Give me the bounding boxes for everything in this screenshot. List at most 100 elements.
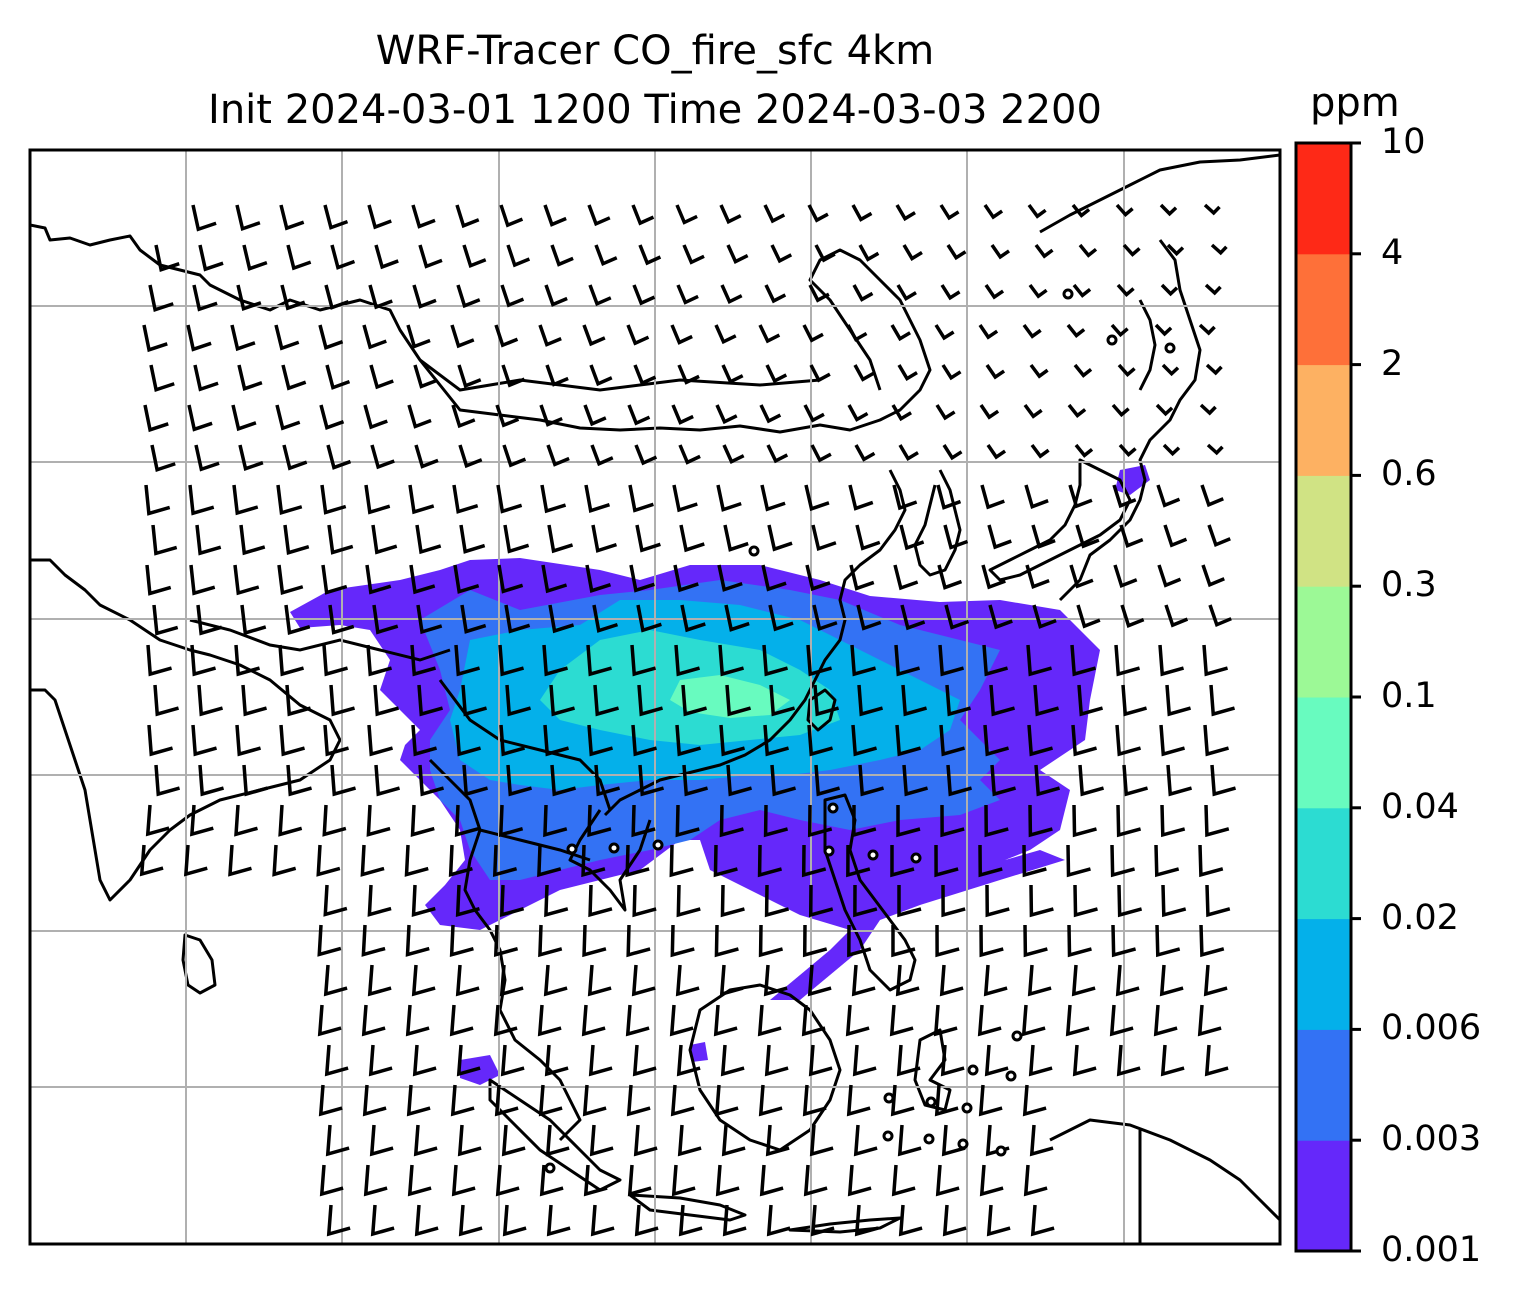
wind-barb xyxy=(892,484,918,511)
wind-barb xyxy=(323,204,349,230)
wind-barb xyxy=(677,364,700,385)
wind-barb xyxy=(848,484,874,511)
wind-barb xyxy=(979,924,1004,958)
wind-barb xyxy=(197,684,224,717)
wind-barb xyxy=(235,204,261,232)
wind-barb xyxy=(1118,443,1137,457)
calm-wind-markers xyxy=(544,288,1176,1174)
wind-barb xyxy=(276,484,303,516)
wind-barb xyxy=(363,404,388,430)
wind-barb xyxy=(677,1124,702,1157)
wind-barb xyxy=(319,404,345,430)
wind-barb xyxy=(806,644,833,677)
wind-barb xyxy=(722,444,745,465)
wind-barb xyxy=(1161,884,1187,918)
wind-barb xyxy=(1022,844,1047,878)
wind-barb xyxy=(977,1004,1002,1037)
wind-barb xyxy=(1159,964,1184,997)
wind-barb xyxy=(682,764,709,797)
wind-barb xyxy=(405,1004,430,1037)
wind-barb xyxy=(502,444,527,468)
wind-barb xyxy=(588,884,613,918)
wind-barb xyxy=(414,444,439,469)
wind-barb xyxy=(676,884,701,918)
wind-barb xyxy=(1109,1004,1134,1037)
wind-barb xyxy=(1154,323,1173,337)
wind-barb xyxy=(374,244,399,270)
wind-barb xyxy=(590,444,614,467)
wind-barb xyxy=(189,564,216,596)
wind-barb xyxy=(637,684,664,717)
wind-barb xyxy=(758,324,781,344)
wind-barb xyxy=(674,644,701,677)
wind-barb xyxy=(462,244,487,269)
wind-barb xyxy=(763,964,788,997)
wind-barb xyxy=(499,724,526,757)
wind-barb xyxy=(1210,764,1237,797)
wind-barb xyxy=(985,884,1010,918)
wind-barb xyxy=(368,284,393,310)
wind-barb xyxy=(1117,884,1143,918)
wind-barb xyxy=(765,364,788,384)
wind-barb xyxy=(1077,684,1104,717)
wind-barb xyxy=(1156,484,1181,508)
wind-barb xyxy=(538,924,563,958)
wind-barb xyxy=(1200,484,1224,508)
wind-barb xyxy=(369,364,394,390)
wind-barb xyxy=(587,724,614,757)
wind-barb xyxy=(1208,604,1232,628)
wind-barb xyxy=(414,1204,439,1237)
wind-barb xyxy=(326,1204,351,1237)
wind-barb xyxy=(455,724,482,757)
wind-barb xyxy=(1121,684,1148,717)
wind-barb xyxy=(890,324,911,342)
wind-barb xyxy=(495,1164,520,1197)
wind-barb xyxy=(814,244,836,263)
wind-barb xyxy=(857,684,884,717)
wind-barb xyxy=(323,884,348,917)
wind-barb xyxy=(325,364,351,390)
wind-barb xyxy=(151,524,178,556)
wind-barb xyxy=(540,484,567,514)
wind-barb xyxy=(366,804,391,837)
wind-barb xyxy=(549,684,576,717)
wind-barb xyxy=(670,924,695,958)
wind-barb xyxy=(802,1084,827,1117)
wind-barb xyxy=(633,1124,658,1157)
wind-barb xyxy=(627,404,651,426)
wind-barb xyxy=(853,364,875,382)
wind-barb xyxy=(632,284,656,306)
wind-barb xyxy=(328,604,355,635)
wind-barb xyxy=(803,404,825,423)
wind-barb xyxy=(275,404,301,431)
wind-barb xyxy=(499,204,524,228)
wind-barb xyxy=(410,804,435,837)
wind-barb xyxy=(1067,924,1092,958)
wind-barb xyxy=(369,1124,394,1157)
wind-barb xyxy=(237,364,263,391)
wind-barb xyxy=(1111,924,1137,958)
wind-barb xyxy=(586,644,613,677)
wind-barb xyxy=(1071,724,1098,757)
wind-barb xyxy=(588,284,612,307)
wind-barb xyxy=(544,284,568,307)
wind-barb xyxy=(449,924,474,957)
wind-barb xyxy=(451,404,476,429)
wind-barb xyxy=(404,844,429,877)
wind-barb xyxy=(855,524,881,551)
wind-barb xyxy=(281,364,307,391)
wind-barb xyxy=(808,1044,833,1077)
wind-barb xyxy=(1110,323,1129,338)
wind-barb xyxy=(982,644,1009,677)
wind-barb xyxy=(449,1004,474,1037)
wind-barb xyxy=(889,1004,914,1037)
wind-barb xyxy=(896,284,917,302)
wind-barb xyxy=(323,964,348,997)
wind-barb xyxy=(894,644,921,677)
wind-barb xyxy=(1116,283,1135,298)
wind-barb xyxy=(978,844,1003,878)
wind-barb xyxy=(1199,924,1225,958)
wind-barb xyxy=(721,1124,746,1157)
wind-barb xyxy=(980,484,1005,510)
wind-barb xyxy=(457,1124,482,1157)
